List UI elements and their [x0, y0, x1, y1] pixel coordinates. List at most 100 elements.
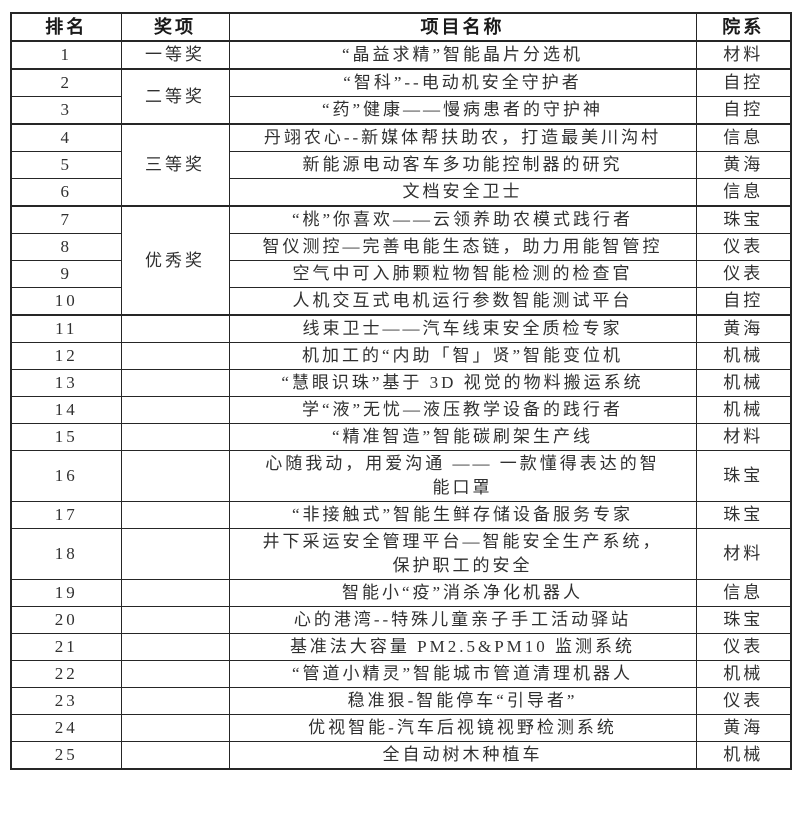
rank-cell: 10: [10, 287, 122, 316]
rank-cell: 8: [10, 233, 122, 261]
header-rank: 排名: [10, 12, 122, 42]
award-cell: [120, 501, 230, 529]
table-row: 14 学“液”无忧—液压教学设备的践行者 机械: [10, 396, 792, 424]
department-cell: 珠宝: [695, 501, 792, 529]
rank-cell: 9: [10, 260, 122, 288]
project-cell: 机加工的“内助「智」贤”智能变位机: [228, 342, 697, 370]
rank-cell: 14: [10, 396, 122, 424]
award-cell: [120, 606, 230, 634]
award-cell: [120, 528, 230, 580]
rank-cell: 17: [10, 501, 122, 529]
table-row: 3 “药”健康——慢病患者的守护神 自控: [10, 96, 792, 125]
department-cell: 机械: [695, 660, 792, 688]
table-body: 1 一等奖 “晶益求精”智能晶片分选机 材料 2 二等奖 “智科”--电动机安全守护者 自控 3…: [10, 40, 792, 770]
department-cell: 材料: [695, 40, 792, 70]
rank-cell: 3: [10, 96, 122, 125]
table-row: 1 一等奖 “晶益求精”智能晶片分选机 材料: [10, 40, 792, 70]
award-cell: [120, 660, 230, 688]
award-cell: [120, 741, 230, 770]
project-cell: “晶益求精”智能晶片分选机: [228, 40, 697, 70]
rank-cell: 2: [10, 68, 122, 97]
department-cell: 信息: [695, 178, 792, 207]
header-project: 项目名称: [228, 12, 697, 42]
table-row: 8 智仪测控—完善电能生态链，助力用能智管控 仪表: [10, 233, 792, 261]
department-cell: 仪表: [695, 687, 792, 715]
table-row: 16 心随我动，用爱沟通 —— 一款懂得表达的智 能口罩 珠宝: [10, 450, 792, 502]
table-row: 7 优秀奖 “桃”你喜欢——云领养助农模式践行者 珠宝: [10, 205, 792, 316]
department-cell: 珠宝: [695, 450, 792, 502]
department-cell: 机械: [695, 741, 792, 770]
rank-cell: 25: [10, 741, 122, 770]
rank-cell: 11: [10, 314, 122, 343]
department-cell: 机械: [695, 396, 792, 424]
department-cell: 自控: [695, 287, 792, 316]
project-cell: 线束卫士——汽车线束安全质检专家: [228, 314, 697, 343]
project-cell: 文档安全卫士: [228, 178, 697, 207]
project-cell: 智能小“疫”消杀净化机器人: [228, 579, 697, 607]
rank-cell: 7: [10, 205, 122, 234]
department-cell: 珠宝: [695, 205, 792, 234]
header-row: 排名 奖项 项目名称 院系: [10, 12, 792, 42]
table-row: 4 三等奖 丹翊农心--新媒体帮扶助农，打造最美川沟村 信息: [10, 123, 792, 207]
award-cell: 一等奖: [120, 40, 230, 70]
table-row: 12 机加工的“内助「智」贤”智能变位机 机械: [10, 342, 792, 370]
table-row: 11 线束卫士——汽车线束安全质检专家 黄海: [10, 314, 792, 343]
rank-cell: 16: [10, 450, 122, 502]
project-cell: 优视智能-汽车后视镜视野检测系统: [228, 714, 697, 742]
award-cell: [120, 314, 230, 343]
rank-cell: 12: [10, 342, 122, 370]
header-award: 奖项: [120, 12, 230, 42]
rank-cell: 23: [10, 687, 122, 715]
department-cell: 黄海: [695, 151, 792, 179]
table-row: 18 井下采运安全管理平台—智能安全生产系统， 保护职工的安全 材料: [10, 528, 792, 580]
rank-cell: 4: [10, 123, 122, 152]
award-cell: [120, 450, 230, 502]
department-cell: 机械: [695, 342, 792, 370]
project-cell: 人机交互式电机运行参数智能测试平台: [228, 287, 697, 316]
award-cell: [120, 714, 230, 742]
project-cell: 全自动树木种植车: [228, 741, 697, 770]
table-row: 15 “精准智造”智能碳刷架生产线 材料: [10, 423, 792, 451]
rank-cell: 15: [10, 423, 122, 451]
project-cell: 心的港湾--特殊儿童亲子手工活动驿站: [228, 606, 697, 634]
project-cell: “非接触式”智能生鲜存储设备服务专家: [228, 501, 697, 529]
project-cell: “桃”你喜欢——云领养助农模式践行者: [228, 205, 697, 234]
rank-cell: 1: [10, 40, 122, 70]
project-cell: 智仪测控—完善电能生态链，助力用能智管控: [228, 233, 697, 261]
rank-cell: 6: [10, 178, 122, 207]
table-row: 6 文档安全卫士 信息: [10, 178, 792, 207]
department-cell: 黄海: [695, 714, 792, 742]
department-cell: 黄海: [695, 314, 792, 343]
project-cell: 学“液”无忧—液压教学设备的践行者: [228, 396, 697, 424]
table-row: 17 “非接触式”智能生鲜存储设备服务专家 珠宝: [10, 501, 792, 529]
table-row: 22 “管道小精灵”智能城市管道清理机器人 机械: [10, 660, 792, 688]
table-row: 25 全自动树木种植车 机械: [10, 741, 792, 770]
table-row: 5 新能源电动客车多功能控制器的研究 黄海: [10, 151, 792, 179]
table-row: 23 稳准狠-智能停车“引导者” 仪表: [10, 687, 792, 715]
project-cell: “慧眼识珠”基于 3D 视觉的物料搬运系统: [228, 369, 697, 397]
department-cell: 机械: [695, 369, 792, 397]
rank-cell: 13: [10, 369, 122, 397]
table-row: 20 心的港湾--特殊儿童亲子手工活动驿站 珠宝: [10, 606, 792, 634]
table-row: 24 优视智能-汽车后视镜视野检测系统 黄海: [10, 714, 792, 742]
department-cell: 自控: [695, 68, 792, 97]
table-row: 10 人机交互式电机运行参数智能测试平台 自控: [10, 287, 792, 316]
award-cell: 三等奖: [120, 123, 230, 207]
rank-cell: 18: [10, 528, 122, 580]
project-cell: “管道小精灵”智能城市管道清理机器人: [228, 660, 697, 688]
project-cell: 空气中可入肺颗粒物智能检测的检查官: [228, 260, 697, 288]
project-cell: 稳准狠-智能停车“引导者”: [228, 687, 697, 715]
table-row: 9 空气中可入肺颗粒物智能检测的检查官 仪表: [10, 260, 792, 288]
project-cell: 基准法大容量 PM2.5&PM10 监测系统: [228, 633, 697, 661]
department-cell: 信息: [695, 123, 792, 152]
table-row: 13 “慧眼识珠”基于 3D 视觉的物料搬运系统 机械: [10, 369, 792, 397]
table-row: 21 基准法大容量 PM2.5&PM10 监测系统 仪表: [10, 633, 792, 661]
rank-cell: 20: [10, 606, 122, 634]
project-cell: 丹翊农心--新媒体帮扶助农，打造最美川沟村: [228, 123, 697, 152]
header-department: 院系: [695, 12, 792, 42]
department-cell: 材料: [695, 528, 792, 580]
rank-cell: 19: [10, 579, 122, 607]
department-cell: 自控: [695, 96, 792, 125]
project-cell: 井下采运安全管理平台—智能安全生产系统， 保护职工的安全: [228, 528, 697, 580]
